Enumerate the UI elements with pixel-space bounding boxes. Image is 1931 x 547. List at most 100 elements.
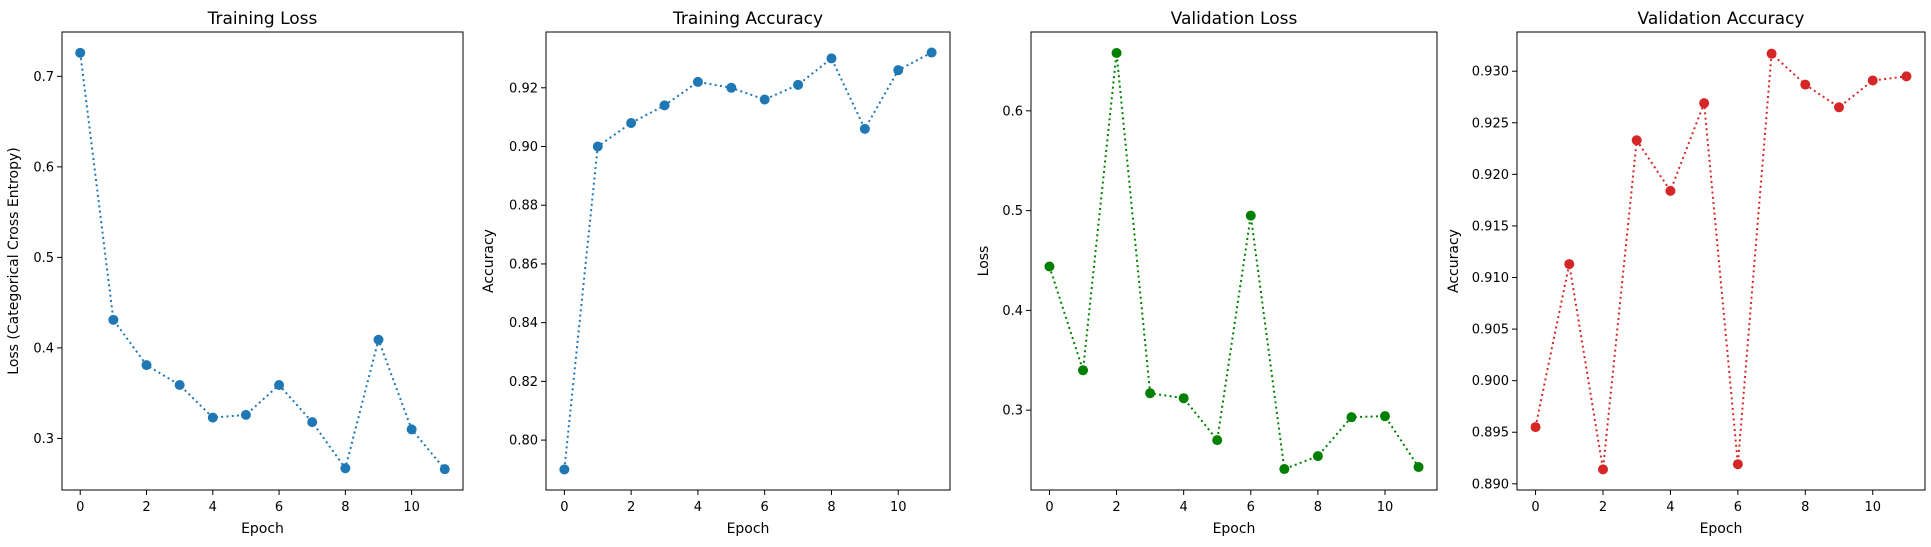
x-tick-label: 4 — [209, 500, 217, 515]
data-point — [1178, 393, 1189, 404]
x-axis-label: Epoch — [727, 521, 770, 537]
data-point — [926, 47, 937, 58]
y-tick-label: 0.3 — [33, 432, 54, 447]
x-tick-label: 4 — [1666, 500, 1674, 515]
x-tick-label: 2 — [627, 500, 635, 515]
y-tick-label: 0.910 — [1472, 271, 1509, 286]
data-point — [559, 464, 570, 475]
y-tick-label: 0.86 — [509, 257, 538, 272]
data-point — [1111, 47, 1122, 58]
y-axis-label: Loss (Categorical Cross Entropy) — [6, 147, 22, 374]
plot-area-frame — [545, 31, 951, 491]
y-axis-label: Loss — [976, 246, 992, 277]
x-tick-label: 6 — [1247, 500, 1255, 515]
data-point — [274, 380, 285, 391]
data-point — [1766, 48, 1777, 59]
chart-title: Validation Accuracy — [1638, 9, 1805, 29]
data-point — [174, 380, 185, 391]
data-point — [1346, 412, 1357, 423]
data-point — [439, 464, 450, 475]
data-point — [826, 53, 837, 64]
y-tick-label: 0.905 — [1472, 323, 1509, 338]
data-point — [592, 141, 603, 152]
y-tick-label: 0.900 — [1472, 374, 1509, 389]
x-tick-label: 0 — [76, 500, 84, 515]
x-tick-label: 10 — [1377, 500, 1394, 515]
y-tick-label: 0.3 — [1002, 404, 1023, 419]
data-point — [1901, 71, 1912, 82]
y-tick-label: 0.92 — [509, 81, 538, 96]
data-point — [1800, 79, 1811, 90]
y-tick-label: 0.4 — [33, 341, 54, 356]
data-point — [793, 79, 804, 90]
x-tick-label: 0 — [1045, 500, 1053, 515]
x-tick-label: 2 — [142, 500, 150, 515]
subplot-2: Training Accuracy 0 2 4 6 8 10 0.80 0.82 0.84 0.86… — [481, 9, 951, 537]
x-tick-label: 8 — [341, 500, 349, 515]
y-tick-label: 0.80 — [509, 434, 538, 449]
data-point — [307, 417, 318, 428]
x-tick-label: 0 — [1531, 500, 1539, 515]
x-tick-label: 2 — [1599, 500, 1607, 515]
x-tick-label: 8 — [1314, 500, 1322, 515]
data-point — [1379, 411, 1390, 422]
x-tick-label: 10 — [403, 500, 420, 515]
plot-area-frame — [1516, 31, 1926, 491]
data-point — [1631, 135, 1642, 146]
data-point — [692, 76, 703, 87]
x-axis-label: Epoch — [1700, 521, 1743, 537]
y-tick-label: 0.890 — [1472, 477, 1509, 492]
y-tick-label: 0.930 — [1472, 65, 1509, 80]
y-tick-label: 0.88 — [509, 199, 538, 214]
data-point — [1867, 75, 1878, 86]
series-line — [1534, 51, 1907, 470]
chart-title: Training Loss — [207, 9, 318, 29]
y-tick-label: 0.4 — [1002, 304, 1023, 319]
data-point — [1279, 464, 1290, 475]
series-line — [79, 52, 446, 471]
plot-area-frame — [1030, 31, 1438, 491]
y-tick-label: 0.5 — [1002, 204, 1023, 219]
y-tick-label: 0.895 — [1472, 426, 1509, 441]
subplot-3: Validation Loss 0 2 4 6 8 10 0.3 0.4 0.5 0.6 Epoch L… — [976, 9, 1438, 537]
chart-title: Validation Loss — [1171, 9, 1298, 29]
plot-area-frame — [61, 31, 464, 491]
x-tick-label: 8 — [1801, 500, 1809, 515]
data-point — [859, 123, 870, 134]
y-tick-label: 0.6 — [33, 160, 54, 175]
data-point — [1834, 102, 1845, 113]
x-tick-label: 10 — [890, 500, 907, 515]
data-point — [1212, 435, 1223, 446]
data-point — [1312, 451, 1323, 462]
data-point — [1078, 365, 1089, 376]
data-point — [893, 65, 904, 76]
x-tick-label: 4 — [694, 500, 702, 515]
y-tick-label: 0.6 — [1002, 104, 1023, 119]
data-point — [240, 409, 251, 420]
y-tick-label: 0.920 — [1472, 168, 1509, 183]
y-tick-label: 0.90 — [509, 140, 538, 155]
x-axis-label: Epoch — [1213, 521, 1256, 537]
subplot-4: Validation Accuracy 0 2 4 6 8 10 0.890 0.895 0.90… — [1446, 9, 1926, 537]
data-point — [759, 94, 770, 105]
series-line — [563, 51, 933, 470]
y-tick-label: 0.925 — [1472, 116, 1509, 131]
x-tick-label: 6 — [761, 500, 769, 515]
y-tick-label: 0.84 — [509, 316, 538, 331]
data-point — [1699, 98, 1710, 109]
x-tick-label: 6 — [1734, 500, 1742, 515]
data-point — [373, 334, 384, 345]
y-axis-label: Accuracy — [1446, 229, 1462, 293]
data-point — [207, 412, 218, 423]
x-tick-label: 2 — [1112, 500, 1120, 515]
x-tick-label: 10 — [1864, 500, 1881, 515]
data-point — [1530, 422, 1541, 433]
data-point — [340, 463, 351, 474]
data-point — [1145, 388, 1156, 399]
data-point — [141, 360, 152, 371]
data-point — [1413, 462, 1424, 473]
y-tick-label: 0.5 — [33, 251, 54, 266]
subplot-1: Training Loss 0 2 4 6 8 10 0.3 0.4 0.5 0.6 0.7 Epoch… — [6, 9, 464, 537]
chart-title: Training Accuracy — [672, 9, 823, 29]
